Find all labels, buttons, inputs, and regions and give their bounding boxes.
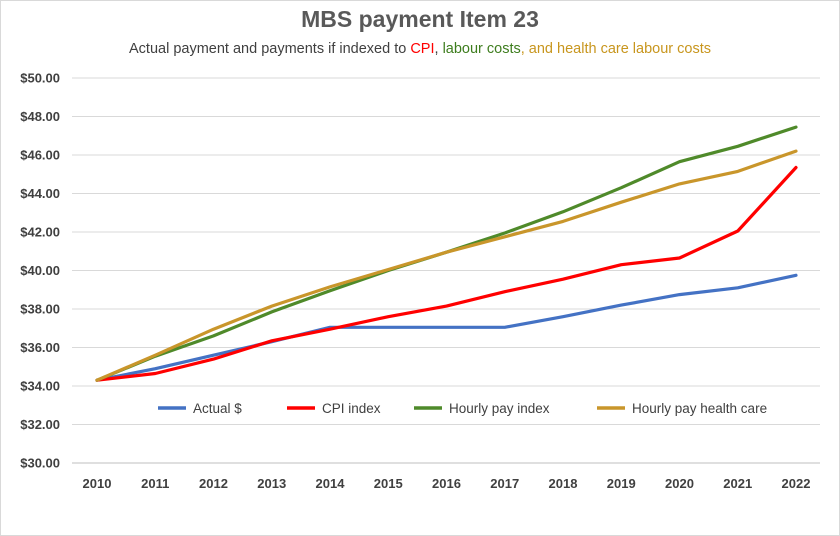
series-line-1 bbox=[95, 273, 798, 382]
y-axis-tick-labels: $30.00 $32.00 $34.00 $36.00 $38.00 $40.00 $42.… bbox=[20, 71, 60, 471]
series-lines bbox=[95, 125, 798, 382]
x-tick-label: 2010 bbox=[83, 476, 112, 491]
chart-title: MBS payment Item 23 bbox=[301, 6, 539, 32]
legend-label: Hourly pay health care bbox=[632, 401, 767, 416]
series-line-2 bbox=[95, 165, 798, 382]
series-line-4 bbox=[95, 149, 798, 382]
x-tick-label: 2020 bbox=[665, 476, 694, 491]
x-tick-label: 2017 bbox=[490, 476, 519, 491]
subtitle-labour-costs: labour costs bbox=[442, 41, 521, 57]
x-tick-label: 2015 bbox=[374, 476, 403, 491]
y-tick-label: $38.00 bbox=[20, 302, 60, 317]
subtitle-prefix: Actual payment and payments if indexed t… bbox=[129, 41, 411, 57]
x-tick-label: 2013 bbox=[257, 476, 286, 491]
x-tick-label: 2021 bbox=[723, 476, 752, 491]
subtitle-health-care-labour-costs: , and health care labour costs bbox=[520, 41, 711, 57]
chart-subtitle: Actual payment and payments if indexed t… bbox=[0, 41, 840, 57]
y-tick-label: $50.00 bbox=[20, 71, 60, 86]
gridlines bbox=[72, 77, 820, 464]
y-tick-label: $48.00 bbox=[20, 109, 60, 124]
x-axis-tick-labels: 2010 2011 2012 2013 2014 2015 2016 2017 2018 2019… bbox=[83, 476, 811, 491]
x-tick-label: 2016 bbox=[432, 476, 461, 491]
x-tick-label: 2018 bbox=[549, 476, 578, 491]
y-tick-label: $42.00 bbox=[20, 225, 60, 240]
subtitle-cpi: CPI bbox=[410, 41, 435, 57]
x-tick-label: 2011 bbox=[141, 476, 169, 491]
legend: Actual $ CPI index Hourly pay index Hourly … bbox=[158, 401, 767, 416]
x-tick-label: 2012 bbox=[199, 476, 228, 491]
legend-label: CPI index bbox=[322, 401, 381, 416]
legend-label: Hourly pay index bbox=[449, 401, 550, 416]
y-tick-label: $40.00 bbox=[20, 263, 60, 278]
y-tick-label: $46.00 bbox=[20, 148, 60, 163]
x-tick-label: 2019 bbox=[607, 476, 636, 491]
y-tick-label: $32.00 bbox=[20, 417, 60, 432]
legend-label: Actual $ bbox=[193, 401, 242, 416]
y-tick-label: $34.00 bbox=[20, 379, 60, 394]
subtitle-separator: , bbox=[434, 41, 443, 57]
x-tick-label: 2022 bbox=[782, 476, 811, 491]
y-tick-label: $30.00 bbox=[20, 456, 60, 471]
x-tick-label: 2014 bbox=[316, 476, 346, 491]
y-tick-label: $44.00 bbox=[20, 186, 60, 201]
y-tick-label: $36.00 bbox=[20, 340, 60, 355]
